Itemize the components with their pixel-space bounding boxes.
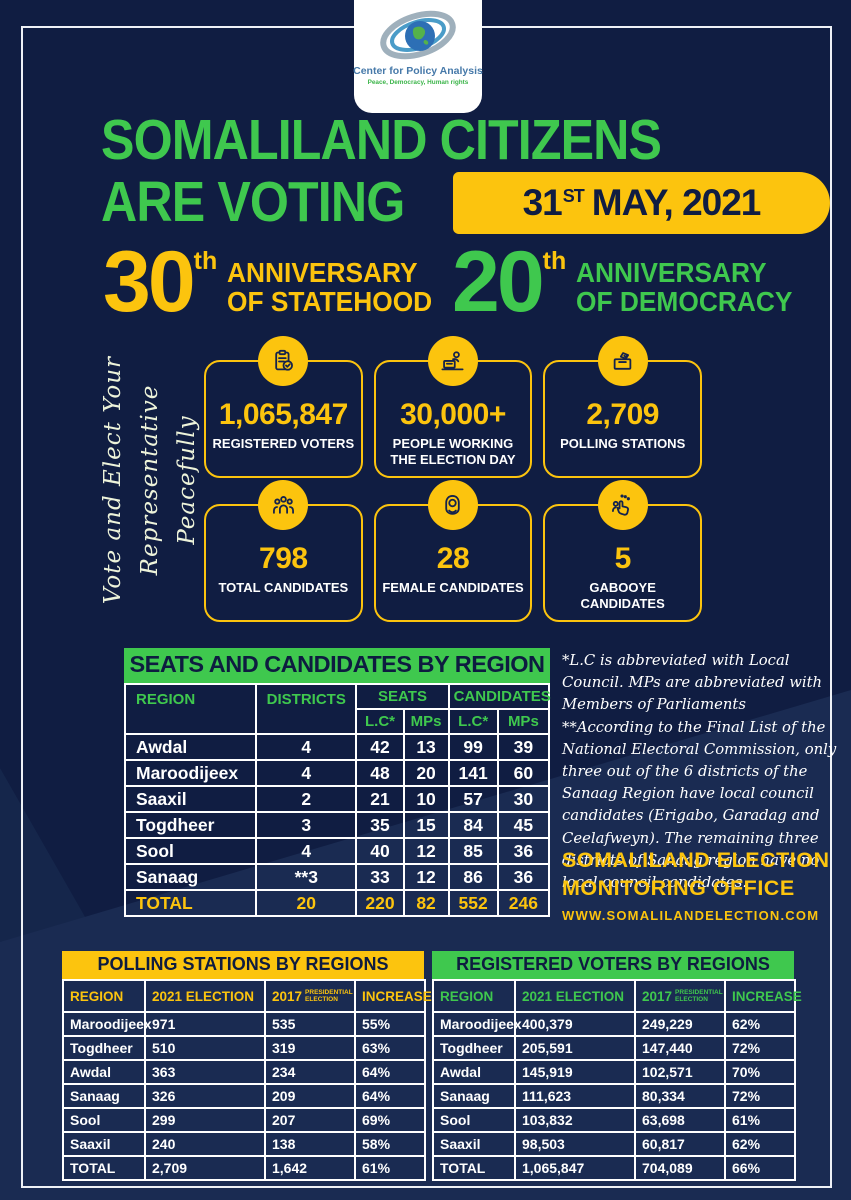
seats-candidates-table: REGION DISTRICTS SEATS CANDIDATES L.C* M… <box>123 683 551 917</box>
col-header-cand-lc: L.C* <box>447 708 499 735</box>
anniversary-number: 30 <box>103 234 196 330</box>
seats-candidates-section: SEATS AND CANDIDATES BY REGION REGION DI… <box>123 648 551 917</box>
headline-line2: ARE VOTING <box>101 170 405 234</box>
cpa-globe-logo-icon <box>375 6 461 64</box>
col-header-region: REGION <box>432 979 516 1013</box>
table-total-row: TOTAL 20 220 82 552 246 <box>123 889 551 917</box>
table-row: Maroodijeex 971 535 55% <box>62 1011 426 1037</box>
table-row: Saaxil 2 21 10 57 30 <box>123 785 551 813</box>
polling-stations-section: POLLING STATIONS BY REGIONS REGION 2021 … <box>62 951 432 1181</box>
col-header-increase: INCREASE <box>724 979 802 1013</box>
registered-voters-section: REGISTERED VOTERS BY REGIONS REGION 2021… <box>432 951 802 1181</box>
table-row: Sanaag 326 209 64% <box>62 1083 426 1109</box>
col-header-2021: 2021 ELECTION <box>144 979 266 1013</box>
clipboard-check-icon <box>258 336 309 386</box>
stat-election-workers: 30,000+ PEOPLE WORKING THE ELECTION DAY <box>373 336 533 478</box>
date-rest: MAY, 2021 <box>591 182 762 223</box>
election-worker-icon <box>427 336 478 386</box>
ballot-box-icon <box>597 336 648 386</box>
date-day: 31 <box>522 182 563 223</box>
footnote-abbreviations: *L.C is abbreviated with Local Council. … <box>562 652 823 714</box>
table-row: Sanaag **3 33 12 86 36 <box>123 863 551 891</box>
col-header-2017: 2017 PRESIDENTIAL ELECTION <box>264 979 356 1013</box>
table-row: Sool 103,832 63,698 61% <box>432 1107 796 1133</box>
col-header-candidates: CANDIDATES <box>447 683 551 710</box>
hand-vote-icon <box>597 480 648 530</box>
stat-gabooye-candidates: 5 GABOOYE CANDIDATES <box>543 480 702 622</box>
anniversary-number: 20 <box>452 234 545 330</box>
brand-tagline: Peace, Democracy, Human rights <box>367 79 469 86</box>
col-header-seats-lc: L.C* <box>355 708 405 735</box>
polling-stations-table: REGION 2021 ELECTION 2017 PRESIDENTIAL EL… <box>62 979 432 1181</box>
table-row: Sanaag 111,623 80,334 72% <box>432 1083 796 1109</box>
candidates-group-icon <box>258 480 309 530</box>
date-ordinal: ST <box>562 185 585 206</box>
brand-name: Center for Policy Analysis <box>353 65 483 77</box>
col-header-increase: INCREASE <box>354 979 432 1013</box>
anniversary-ordinal: th <box>542 247 567 275</box>
col-header-region: REGION <box>62 979 146 1013</box>
office-name-line2: MONITORING OFFICE <box>562 875 795 900</box>
seats-table-title: SEATS AND CANDIDATES BY REGION <box>124 648 550 683</box>
logo-card: Center for Policy Analysis Peace, Democr… <box>353 0 483 113</box>
monitoring-office-block: SOMALILAND ELECTION MONITORING OFFICE WW… <box>562 847 830 923</box>
election-date-badge: 31 ST MAY, 2021 <box>453 172 830 234</box>
registered-voters-table: REGION 2021 ELECTION 2017 PRESIDENTIAL EL… <box>432 979 802 1181</box>
table-row: Togdheer 510 319 63% <box>62 1035 426 1061</box>
table-total-row: TOTAL 1,065,847 704,089 66% <box>432 1155 796 1181</box>
table-row: Saaxil 98,503 60,817 62% <box>432 1131 796 1157</box>
table-row: Sool 4 40 12 85 36 <box>123 837 551 865</box>
office-name-line1: SOMALILAND ELECTION <box>562 848 830 872</box>
table-row: Awdal 4 42 13 99 39 <box>123 733 551 761</box>
anniversary-label: ANNIVERSARY OF STATEHOOD <box>227 257 433 318</box>
stats-grid: 1,065,847 REGISTERED VOTERS 30,000+ PEOP… <box>204 336 702 622</box>
col-header-seats: SEATS <box>355 683 450 710</box>
table-total-row: TOTAL 2,709 1,642 61% <box>62 1155 426 1181</box>
anniversary-label: ANNIVERSARY OF DEMOCRACY <box>576 257 793 318</box>
col-header-cand-mps: MPs <box>496 708 551 735</box>
script-tagline: Vote and Elect Your Representative Peace… <box>100 355 200 605</box>
stat-polling-stations: 2,709 POLLING STATIONS <box>543 336 702 478</box>
table-row: Togdheer 205,591 147,440 72% <box>432 1035 796 1061</box>
anniversary-democracy: 20 th ANNIVERSARY OF DEMOCRACY <box>452 234 807 330</box>
office-website: WWW.SOMALILANDELECTION.COM <box>562 907 820 923</box>
table-row: Saaxil 240 138 58% <box>62 1131 426 1157</box>
col-header-districts: DISTRICTS <box>255 683 358 735</box>
polling-table-title: POLLING STATIONS BY REGIONS <box>62 951 424 979</box>
stat-registered-voters: 1,065,847 REGISTERED VOTERS <box>204 336 363 478</box>
table-row: Sool 299 207 69% <box>62 1107 426 1133</box>
footnote-sanaag: **According to the Final List of the Nat… <box>562 718 837 891</box>
anniversary-statehood: 30 th ANNIVERSARY OF STATEHOOD <box>103 234 446 330</box>
female-candidate-icon <box>427 480 478 530</box>
stat-female-candidates: 28 FEMALE CANDIDATES <box>373 480 533 622</box>
col-header-seats-mps: MPs <box>402 708 450 735</box>
headline-line1: SOMALILAND CITIZENS <box>101 108 662 172</box>
footnotes: *L.C is abbreviated with Local Council. … <box>562 650 840 894</box>
table-row: Togdheer 3 35 15 84 45 <box>123 811 551 839</box>
table-row: Awdal 145,919 102,571 70% <box>432 1059 796 1085</box>
table-row: Maroodijeex 400,379 249,229 62% <box>432 1011 796 1037</box>
col-header-2021: 2021 ELECTION <box>514 979 636 1013</box>
table-row: Maroodijeex 4 48 20 141 60 <box>123 759 551 787</box>
stat-total-candidates: 798 TOTAL CANDIDATES <box>204 480 363 622</box>
anniversary-ordinal: th <box>193 247 218 275</box>
col-header-2017: 2017 PRESIDENTIAL ELECTION <box>634 979 726 1013</box>
voters-table-title: REGISTERED VOTERS BY REGIONS <box>432 951 794 979</box>
table-row: Awdal 363 234 64% <box>62 1059 426 1085</box>
col-header-region: REGION <box>123 683 258 735</box>
